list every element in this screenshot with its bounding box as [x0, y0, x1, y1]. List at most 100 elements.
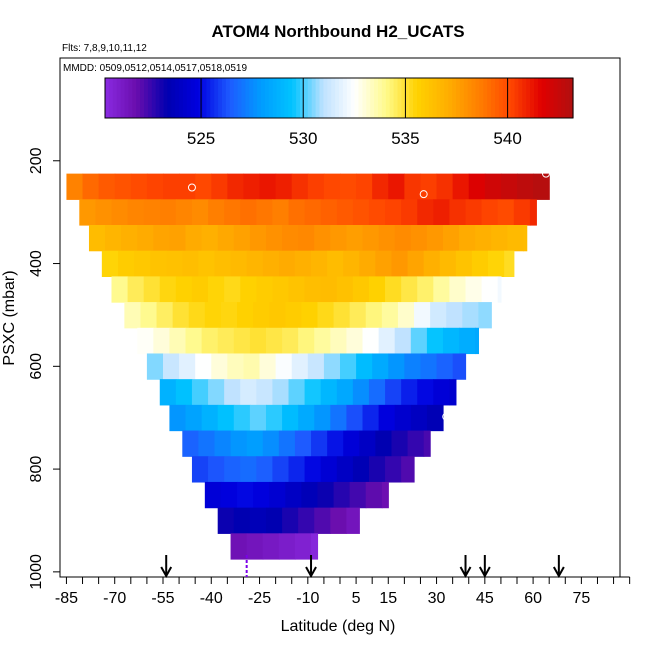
heatmap-cell	[208, 276, 225, 303]
colorbar-segment	[346, 78, 352, 118]
heatmap-cell	[134, 250, 151, 277]
heatmap-cell	[291, 353, 309, 380]
colorbar-segment	[315, 78, 321, 118]
heatmap-cell	[208, 456, 225, 483]
colorbar-segment	[218, 78, 223, 118]
heatmap-cell	[298, 404, 315, 432]
heatmap-cell	[368, 456, 386, 483]
heatmap-cell	[256, 379, 274, 406]
heatmap-cell	[500, 173, 518, 200]
heatmap-cell	[368, 276, 386, 303]
heatmap-cell	[420, 353, 438, 380]
heatmap-cell	[237, 481, 254, 509]
colorbar-segment	[171, 78, 176, 118]
heatmap-cell	[394, 404, 412, 432]
heatmap-cell	[246, 430, 264, 457]
heatmap-cell	[105, 225, 122, 252]
heatmap-cell	[375, 430, 393, 457]
colorbar-segment	[323, 78, 328, 118]
heatmap-cell	[150, 250, 167, 277]
heatmap-cell	[420, 173, 438, 200]
heatmap-cell	[426, 327, 444, 355]
heatmap-cell	[191, 456, 209, 483]
heatmap-cell	[449, 379, 457, 406]
heatmap-cell	[314, 404, 331, 432]
heatmap-cell	[327, 430, 344, 457]
heatmap-cell	[349, 302, 367, 329]
heatmap-cell	[101, 250, 119, 277]
heatmap-cell	[320, 276, 338, 303]
heatmap-cell	[356, 173, 373, 200]
heatmap-cell	[414, 302, 431, 329]
heatmap-cell	[301, 481, 319, 509]
colorbar-segment	[147, 78, 153, 118]
heatmap-cell	[179, 173, 196, 200]
colorbar-segment	[163, 78, 168, 118]
heatmap-cell	[504, 250, 515, 277]
heatmap-cell	[436, 173, 454, 200]
heatmap-cell	[417, 276, 434, 303]
heatmap-cell	[385, 199, 402, 226]
heatmap-cell	[323, 353, 341, 380]
colorbar-segment	[151, 78, 157, 118]
colorbar-segment	[498, 78, 504, 118]
colorbar-segment	[514, 78, 519, 118]
colorbar-segment	[319, 78, 324, 118]
heatmap-cell	[446, 302, 463, 329]
colorbar-segment	[214, 78, 219, 118]
flight-arrow-head	[552, 566, 565, 579]
colorbar-segment	[420, 78, 426, 118]
heatmap-cell	[217, 225, 235, 252]
heatmap-cell	[140, 302, 158, 329]
heatmap-cell	[198, 430, 216, 457]
heatmap-cell	[346, 225, 364, 252]
colorbar-segment	[245, 78, 250, 118]
heatmap-cell	[259, 353, 277, 380]
heatmap-cell	[507, 225, 525, 252]
colorbar-segment	[537, 78, 543, 118]
heatmap-cell	[491, 225, 508, 252]
flights-label: Flts: 7,8,9,10,11,12	[62, 43, 147, 54]
heatmap-cell	[162, 173, 180, 200]
heatmap-cell	[191, 199, 209, 226]
heatmap-cell	[166, 250, 183, 277]
colorbar-segment	[530, 78, 535, 118]
heatmap-cell	[278, 430, 296, 457]
heatmap-cell	[224, 199, 241, 226]
heatmap-cell	[298, 327, 315, 355]
heatmap-cell	[349, 481, 367, 509]
colorbar-segment	[268, 78, 274, 118]
colorbar-segment	[479, 78, 484, 118]
heatmap-cell	[362, 225, 380, 252]
heatmap-cell	[249, 327, 267, 355]
heatmap-cell	[340, 173, 357, 200]
heatmap-cell	[195, 173, 212, 200]
colorbar-segment	[190, 78, 196, 118]
heatmap-cell	[282, 327, 299, 355]
heatmap-cell	[401, 456, 415, 483]
heatmap-cell	[352, 379, 370, 406]
colorbar-segment	[136, 78, 141, 118]
y-axis-label: PSXC (mbar)	[1, 270, 18, 365]
colorbar-segment	[210, 78, 215, 118]
heatmap-cell	[436, 353, 454, 380]
heatmap-cell	[243, 173, 261, 200]
colorbar-segment	[311, 78, 317, 118]
colorbar-segment	[475, 78, 480, 118]
x-tick-label: -25	[248, 590, 271, 607]
heatmap-cell	[459, 225, 476, 252]
heatmap-cell	[330, 225, 348, 252]
colorbar-segment	[448, 78, 453, 118]
heatmap-cell	[346, 404, 364, 432]
heatmap-cell	[407, 250, 425, 277]
heatmap-cell	[88, 225, 106, 252]
colorbar-segment	[327, 78, 332, 118]
heatmap-cell	[265, 507, 283, 534]
heatmap-cell	[423, 430, 431, 457]
heatmap-cell	[214, 430, 232, 457]
heatmap-cell	[362, 327, 380, 355]
heatmap-cell	[433, 379, 451, 406]
heatmap-cell	[317, 481, 335, 509]
heatmap-cell	[304, 199, 322, 226]
